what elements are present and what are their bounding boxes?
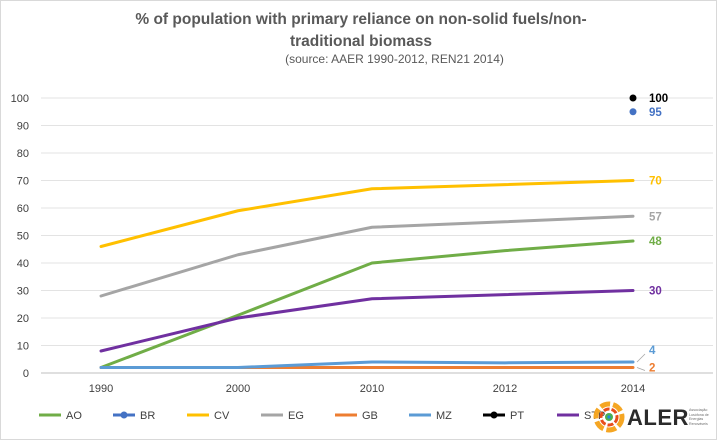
data-label-cv: 70: [649, 176, 662, 188]
x-tick-label: 2014: [621, 383, 645, 395]
series-line-mz: [99, 360, 635, 369]
aler-logo-name: ALER: [627, 405, 689, 430]
y-tick-label: 100: [11, 93, 29, 105]
data-label-ao: 48: [649, 236, 662, 248]
legend-label-mz: MZ: [436, 410, 452, 422]
y-tick-label: 10: [17, 341, 29, 353]
y-tick-label: 60: [17, 203, 29, 215]
data-label-pt: 100: [649, 93, 668, 105]
legend-label-cv: CV: [214, 410, 230, 422]
series-line-cv: [99, 179, 635, 248]
y-tick-label: 90: [17, 121, 29, 133]
y-tick-label: 70: [17, 176, 29, 188]
x-tick-label: 2012: [493, 383, 517, 395]
data-label-eg: 57: [649, 211, 662, 223]
x-tick-label: 1990: [89, 383, 113, 395]
series-line-stp: [99, 289, 635, 353]
y-tick-label: 0: [23, 368, 29, 380]
y-tick-label: 80: [17, 148, 29, 160]
y-tick-label: 20: [17, 313, 29, 325]
data-label-stp: 30: [649, 286, 662, 298]
legend-label-pt: PT: [510, 410, 524, 422]
legend-marker-br: [120, 411, 128, 419]
y-tick-label: 50: [17, 231, 29, 243]
aler-logo: ALER Associação Lusófona de Energias Ren…: [593, 401, 715, 435]
data-label-mz: 4: [649, 345, 656, 357]
aler-logo-icon: [593, 401, 625, 433]
data-label-leader: [636, 353, 646, 363]
legend-label-gb: GB: [362, 410, 378, 422]
data-label-leader: [636, 367, 646, 371]
data-label-br: 95: [649, 107, 662, 119]
legend-marker-pt: [490, 411, 498, 419]
series-point-br: [629, 108, 637, 116]
legend-label-ao: AO: [66, 410, 82, 422]
y-tick-label: 30: [17, 286, 29, 298]
series-point-pt: [629, 94, 637, 102]
data-label-gb: 2: [649, 363, 655, 375]
series-line-ao: [99, 239, 635, 369]
chart-subtitle: (source: AAER 1990-2012, REN21 2014): [285, 52, 504, 66]
legend-label-eg: EG: [288, 410, 304, 422]
y-tick-label: 40: [17, 258, 29, 270]
aler-logo-tagline: Associação Lusófona de Energias Renováve…: [689, 408, 709, 426]
x-tick-label: 2010: [360, 383, 384, 395]
series-line-eg: [99, 214, 635, 298]
x-tick-label: 2000: [226, 383, 250, 395]
chart-title: % of population with primary reliance on…: [135, 11, 587, 50]
legend-label-br: BR: [140, 410, 155, 422]
